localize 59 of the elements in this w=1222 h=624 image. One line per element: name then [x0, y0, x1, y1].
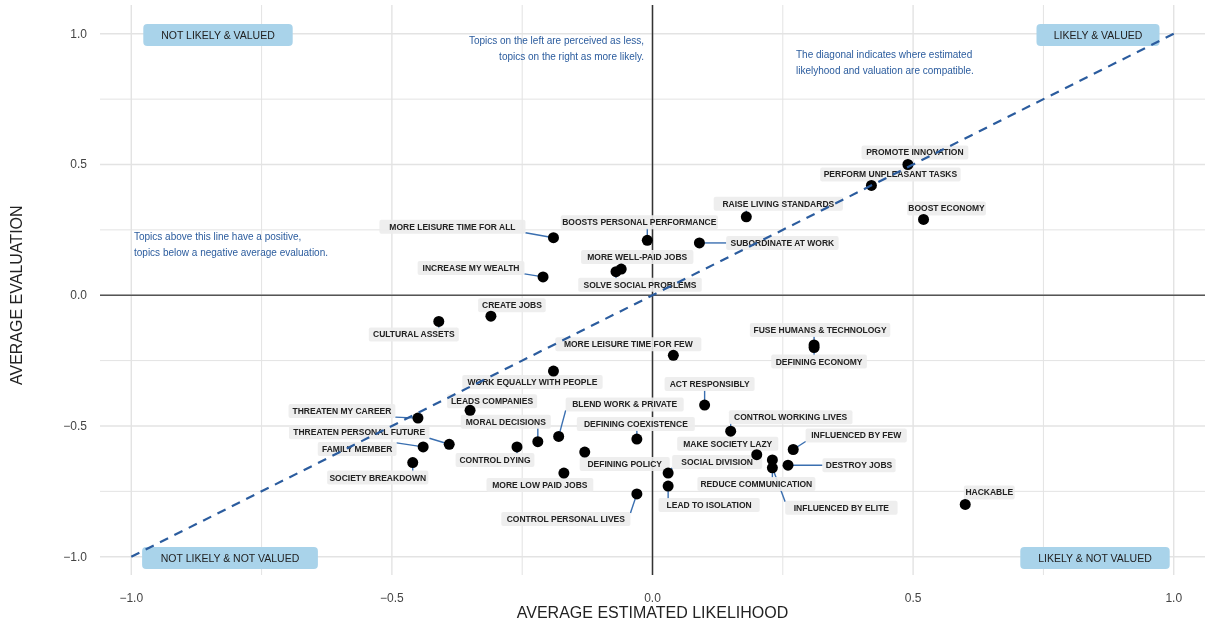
annotation: REDUCE COMMUNICATION — [700, 478, 813, 489]
annotation: MORE LOW PAID JOBS — [492, 480, 588, 491]
annotation: CONTROL WORKING LIVES — [734, 412, 848, 423]
y-tick-label: −1.0 — [63, 549, 88, 564]
annotation: RAISE LIVING STANDARDS — [722, 198, 835, 209]
annotation: INFLUENCED BY FEW — [811, 430, 903, 441]
annotation: Topics on the left are perceived as less, topics on the right as more likely. — [468, 35, 644, 62]
annotation: LIKELY & VALUED — [1053, 29, 1143, 41]
annotation: LEAD TO ISOLATION — [666, 500, 752, 511]
annotation: Topics above this line have a positive, topics below a negative average evaluation. — [134, 231, 329, 258]
annotation: ACT RESPONSIBLY — [669, 379, 750, 390]
annotation: FUSE HUMANS & TECHNOLOGY — [753, 324, 887, 335]
x-tick-label: −0.5 — [380, 591, 405, 605]
label-box: LIKELY & VALUED — [1036, 24, 1160, 46]
annotation: LEADS COMPANIES — [451, 396, 534, 407]
annotation: SOCIETY BREAKDOWN — [329, 472, 427, 483]
annotation: NOT LIKELY & NOT VALUED — [160, 552, 300, 564]
annotation: CONTROL DYING — [459, 454, 531, 465]
annotation: MORE LEISURE TIME FOR FEW — [563, 339, 694, 350]
x-axis-title: AVERAGE ESTIMATED LIKELIHOOD — [516, 604, 789, 621]
annotation: NOT LIKELY & VALUED — [161, 29, 276, 41]
annotation: The diagonal indicates where estimated likelyhood and valuation are compatible. — [796, 49, 974, 76]
annotation: CONTROL PERSONAL LIVES — [506, 513, 626, 524]
annotation: CULTURAL ASSETS — [373, 329, 455, 340]
annotation: INCREASE MY WEALTH — [422, 262, 520, 273]
y-axis-title: AVERAGE EVALUATION — [8, 205, 25, 386]
annotation: PROMOTE INNOVATION — [866, 147, 964, 158]
annotation: MORE LEISURE TIME FOR ALL — [389, 221, 516, 232]
x-tick-label: −1.0 — [119, 591, 144, 605]
y-tick-label: 0.5 — [70, 157, 88, 172]
annotation: BLEND WORK & PRIVATE — [572, 399, 678, 410]
annotation: DEFINING POLICY — [587, 459, 663, 470]
x-tick-label: 0.0 — [644, 591, 662, 605]
label-box: LIKELY & NOT VALUED — [1020, 547, 1170, 569]
annotation: DEFINING ECONOMY — [775, 356, 863, 367]
annotation: DEFINING COEXISTENCE — [583, 419, 689, 430]
annotation: DESTROY JOBS — [825, 460, 893, 471]
label-box: NOT LIKELY & NOT VALUED — [142, 547, 318, 569]
x-tick-label: 0.5 — [904, 591, 922, 605]
annotation: FAMILY MEMBER — [321, 443, 393, 454]
annotation: SOCIAL DIVISION — [681, 457, 753, 468]
x-tick-label: 1.0 — [1165, 591, 1183, 605]
annotation: SUBORDINATE AT WORK — [730, 237, 836, 248]
annotation: PERFORM UNPLEASANT TASKS — [823, 169, 958, 180]
y-tick-label: 1.0 — [70, 26, 88, 41]
annotation: BOOST ECONOMY — [908, 203, 986, 214]
annotation: BOOSTS PERSONAL PERFORMANCE — [562, 217, 717, 228]
annotation: MORE WELL-PAID JOBS — [587, 252, 688, 263]
annotation: CREATE JOBS — [482, 300, 543, 311]
annotation: INFLUENCED BY ELITE — [793, 502, 890, 513]
y-tick-label: 0.0 — [70, 288, 88, 303]
annotation: MAKE SOCIETY LAZY — [683, 438, 773, 449]
annotation: LIKELY & NOT VALUED — [1038, 552, 1153, 564]
label-box: NOT LIKELY & VALUED — [143, 24, 293, 46]
annotation: SOLVE SOCIAL PROBLEMS — [583, 279, 697, 290]
annotation: MORAL DECISIONS — [465, 416, 547, 427]
annotation: HACKABLE — [965, 487, 1014, 498]
y-tick-label: −0.5 — [63, 418, 88, 433]
annotation: THREATEN MY CAREER — [292, 406, 392, 417]
